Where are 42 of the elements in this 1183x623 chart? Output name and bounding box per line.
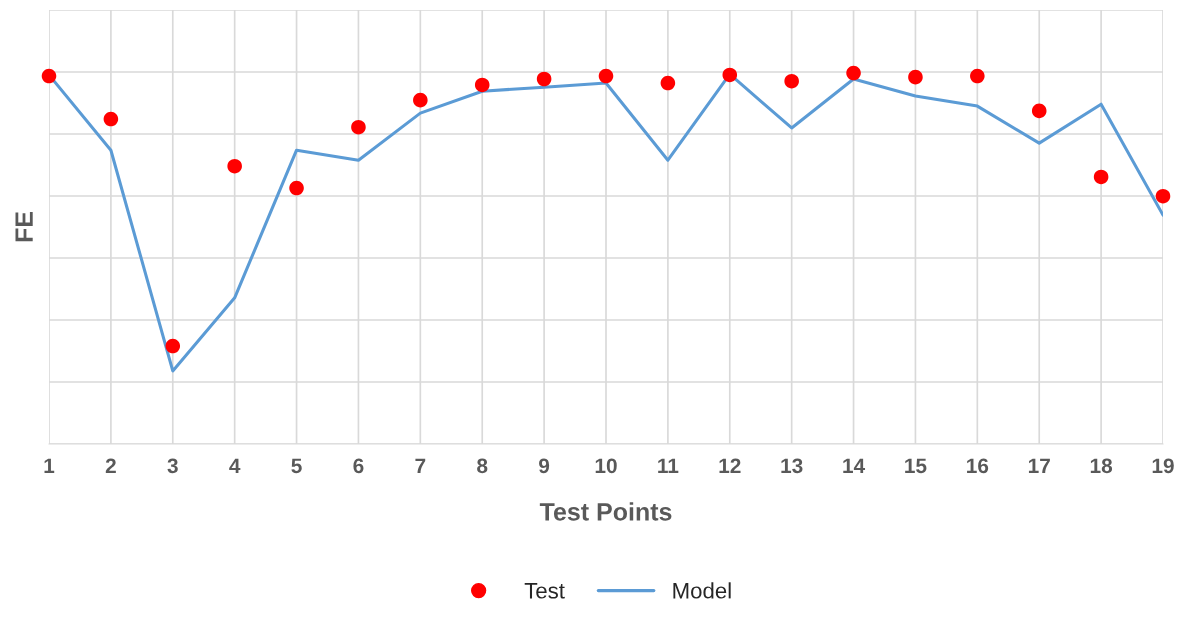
point	[103, 111, 119, 127]
x-axis-title: Test Points	[539, 502, 672, 521]
point	[41, 68, 57, 84]
x-tick-label: 13	[781, 458, 803, 474]
point	[536, 71, 552, 87]
point	[351, 119, 366, 135]
x-tick-label: 15	[905, 458, 927, 474]
point	[970, 68, 985, 84]
x-tick-label: 12	[719, 458, 741, 473]
x-tick-label: 5	[291, 458, 302, 474]
point	[165, 338, 181, 354]
point	[413, 92, 428, 108]
x-tick-label: 17	[1028, 458, 1050, 473]
x-tick-label: 19	[1152, 458, 1174, 474]
x-tick-label: 4	[229, 458, 241, 473]
point	[660, 75, 676, 91]
legend-label: Model	[673, 582, 731, 599]
x-tick-label: 11	[658, 458, 679, 473]
point	[1031, 103, 1047, 119]
point	[722, 67, 738, 83]
x-tick-label: 10	[595, 458, 617, 474]
point	[908, 69, 923, 85]
x-tick-label: 9	[539, 458, 550, 474]
x-tick-label: 6	[353, 458, 364, 474]
x-tick-label: 18	[1090, 458, 1113, 474]
x-tick-label: 8	[477, 458, 488, 474]
point	[846, 65, 861, 81]
point	[1155, 188, 1171, 204]
legend-label: Test	[524, 583, 565, 599]
point	[784, 73, 799, 89]
point	[474, 77, 490, 93]
x-tick-label: 14	[843, 458, 866, 473]
point	[227, 158, 242, 174]
y-axis-title: FE	[15, 212, 33, 242]
x-tick-label: 16	[967, 458, 989, 474]
x-tick-label: 3	[167, 458, 178, 474]
point	[598, 68, 614, 84]
point	[289, 180, 304, 196]
x-tick-label: 2	[105, 458, 116, 473]
x-tick-label: 1	[44, 458, 55, 473]
x-tick-label: 7	[415, 458, 426, 473]
point	[1093, 169, 1109, 185]
